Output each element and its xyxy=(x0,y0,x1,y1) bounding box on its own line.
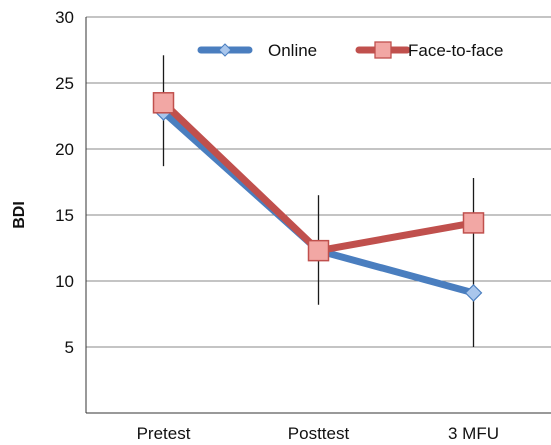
y-tick-label: 20 xyxy=(55,140,74,159)
y-tick-label: 30 xyxy=(55,8,74,27)
x-tick-label: Pretest xyxy=(137,424,191,443)
series-point-diamond xyxy=(466,285,482,301)
x-tick-label: 3 MFU xyxy=(448,424,499,443)
y-axis-title: BDI xyxy=(11,201,28,229)
y-tick-label: 15 xyxy=(55,206,74,225)
legend-label-0: Online xyxy=(268,41,317,60)
y-tick-labels: 5 10 15 20 25 30 xyxy=(55,8,74,357)
x-tick-labels: Pretest Posttest 3 MFU xyxy=(137,424,499,443)
y-tick-label: 25 xyxy=(55,74,74,93)
y-tick-label: 5 xyxy=(65,338,74,357)
series-point-square xyxy=(154,93,174,113)
series-point-square xyxy=(464,213,484,233)
y-tick-label: 10 xyxy=(55,272,74,291)
series-point-square xyxy=(309,241,329,261)
legend-marker-diamond xyxy=(219,44,231,56)
legend-label-1: Face-to-face xyxy=(408,41,503,60)
legend: Online Face-to-face xyxy=(201,41,503,60)
legend-marker-square xyxy=(375,42,391,58)
error-bars xyxy=(164,55,474,347)
x-tick-label: Posttest xyxy=(288,424,350,443)
